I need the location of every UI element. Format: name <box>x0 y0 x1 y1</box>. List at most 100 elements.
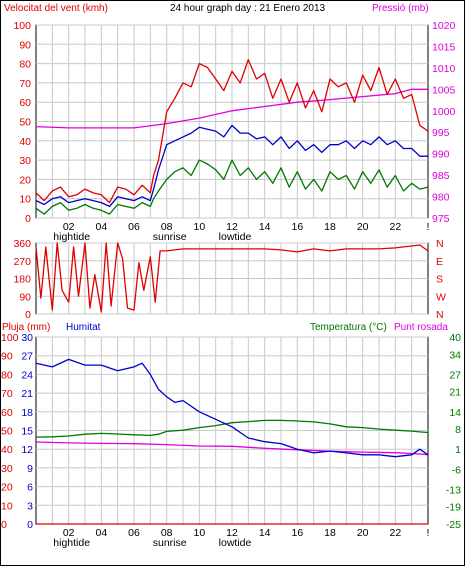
pressure-y-tick: 980 <box>432 192 450 204</box>
x-tick-label: 18 <box>324 527 336 539</box>
dewpoint-series <box>35 441 429 456</box>
wind-y-tick: 10 <box>19 194 31 206</box>
x-tick-label: 06 <box>128 221 140 233</box>
wind-max-series <box>35 59 429 204</box>
temperature-y-tick: 21 <box>449 387 461 399</box>
direction-y-tick: 180 <box>13 274 31 286</box>
humidity-lines <box>35 358 429 525</box>
temperature-y-tick: 8 <box>455 424 461 436</box>
humidity-y-tick: 20 <box>1 482 13 494</box>
rain-y-tick: 9 <box>27 463 33 475</box>
temperature-series <box>35 419 429 438</box>
rain-y-tick: 12 <box>21 444 33 456</box>
rain-y-tick: 3 <box>27 500 33 512</box>
pressure-y-tick: 1010 <box>432 63 456 75</box>
wind-y-tick: 80 <box>19 59 31 71</box>
x-tick-label: 22 <box>389 527 401 539</box>
x-marker-label: lowtide <box>219 231 252 243</box>
pressure-y-tick: 1020 <box>432 20 456 32</box>
x-marker-label: sunrise <box>153 231 187 243</box>
wind-lines <box>35 59 429 215</box>
direction-y-tick: 90 <box>19 291 31 303</box>
x-tick-label: 02 <box>63 221 75 233</box>
humidity-axis-title: Humitat <box>66 322 101 333</box>
direction-y-tick: 360 <box>13 238 31 250</box>
humidity-y-tick: 50 <box>1 426 13 438</box>
rain-y-tick: 6 <box>27 482 33 494</box>
x-tick-label: 20 <box>357 221 369 233</box>
pressure-y-tick: 1000 <box>432 106 456 118</box>
graph-title: 24 hour graph day : 21 Enero 2013 <box>170 3 326 14</box>
temperature-y-tick: -25 <box>446 519 461 531</box>
x-tick-label: 14 <box>259 527 271 539</box>
x-tick-label: ! <box>427 221 430 233</box>
x-tick-label: 20 <box>357 527 369 539</box>
humidity-y-tick: 10 <box>1 500 13 512</box>
humidity-y-tick: 40 <box>1 444 13 456</box>
pressure-axis-title: Pressió (mb) <box>372 3 429 14</box>
humidity-y-tick: 100 <box>1 332 19 344</box>
direction-y-tick: 270 <box>13 256 31 268</box>
temperature-y-tick: 14 <box>449 407 461 419</box>
wind-y-ticks: 0 10 20 30 40 50 60 70 80 90 100 <box>13 20 31 225</box>
pressure-y-tick: 1005 <box>432 84 456 96</box>
x-marker-label: hightide <box>53 231 90 243</box>
wind-y-tick: 60 <box>19 97 31 109</box>
humidity-series <box>35 358 429 458</box>
wind-y-tick: 70 <box>19 78 31 90</box>
humidity-grid <box>36 336 428 525</box>
temperature-y-tick: -6 <box>452 464 461 476</box>
compass-label: S <box>436 274 443 286</box>
temperature-y-tick: 34 <box>449 349 461 361</box>
temperature-y-tick: -13 <box>446 484 461 496</box>
humidity-y-tick: 90 <box>1 351 13 363</box>
dewpoint-axis-title: Punt rosada <box>394 322 448 333</box>
rain-y-tick: 15 <box>21 426 33 438</box>
x-tick-label: 08 <box>161 527 173 539</box>
wind-y-tick: 20 <box>19 174 31 186</box>
direction-line <box>35 242 429 313</box>
direction-grid <box>36 242 428 315</box>
rain-y-tick: 0 <box>27 519 33 531</box>
direction-y-tick: 0 <box>25 309 31 321</box>
compass-label: W <box>436 291 446 303</box>
pressure-y-tick: 1015 <box>432 41 456 53</box>
wind-axis-title: Velocitat del vent (kmh) <box>4 3 108 14</box>
humidity-y-tick: 60 <box>1 407 13 419</box>
wind-low-series <box>35 159 429 215</box>
rain-y-tick: 21 <box>21 388 33 400</box>
rain-y-tick: 30 <box>21 332 33 344</box>
wind-y-tick: 0 <box>25 213 31 225</box>
pressure-y-tick: 995 <box>432 127 450 139</box>
wind-y-tick: 40 <box>19 136 31 148</box>
humidity-y-tick: 70 <box>1 388 13 400</box>
temperature-axis-title: Temperatura (°C) <box>310 322 387 333</box>
pressure-y-tick: 975 <box>432 213 450 225</box>
temperature-y-tick: 27 <box>449 369 461 381</box>
pressure-y-ticks: 975 980 985 990 995 1000 1005 1010 1015 1020 <box>432 20 456 225</box>
rain-y-tick: 24 <box>21 369 33 381</box>
wind-y-tick: 50 <box>19 117 31 129</box>
x-tick-label: 10 <box>193 527 205 539</box>
x-tick-label: ! <box>427 527 430 539</box>
x-tick-label: 02 <box>63 527 75 539</box>
x-tick-label: 18 <box>324 221 336 233</box>
temperature-y-tick: 40 <box>449 332 461 344</box>
compass-label: N <box>436 309 444 321</box>
x-tick-label: 16 <box>291 527 303 539</box>
x-tick-label: 08 <box>161 221 173 233</box>
wind-y-tick: 90 <box>19 39 31 51</box>
wind-grid <box>36 24 428 219</box>
temperature-y-tick: -19 <box>446 502 461 514</box>
x-tick-label: 22 <box>389 221 401 233</box>
x-tick-label: 16 <box>291 221 303 233</box>
x-tick-label: 04 <box>95 527 107 539</box>
pressure-y-tick: 985 <box>432 170 450 182</box>
